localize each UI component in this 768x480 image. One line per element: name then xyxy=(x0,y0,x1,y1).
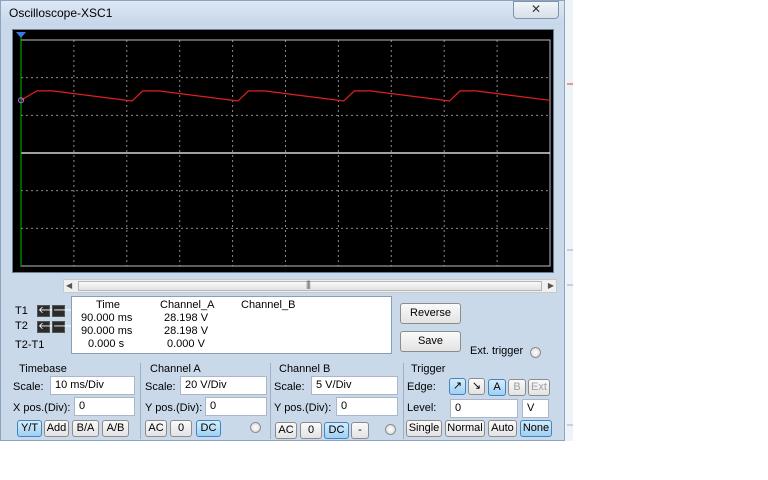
separator xyxy=(403,363,404,439)
arrow-right-icon: 🡒 xyxy=(53,305,80,316)
trigger-falling-edge-button[interactable]: ↘ xyxy=(468,378,485,395)
channel-b-scale-label: Scale: xyxy=(274,381,305,393)
oscilloscope-window: Oscilloscope-XSC1 ✕ ◀ ||| ▶ T1 🡐 🡒 T2 🡐 … xyxy=(0,0,565,441)
mode-ab-button[interactable]: A/B xyxy=(102,420,129,437)
header-channel-b: Channel_B xyxy=(241,299,296,311)
channel-b-invert-button[interactable]: - xyxy=(351,422,369,439)
scroll-thumb[interactable]: ||| xyxy=(78,279,542,291)
falling-edge-icon: ↘ xyxy=(471,380,482,392)
t1-label: T1 xyxy=(15,305,28,317)
trigger-level-value: 0 xyxy=(455,402,462,414)
trigger-source-a-button[interactable]: A xyxy=(488,379,506,396)
scope-plot xyxy=(16,32,551,267)
channel-a-ac-button[interactable]: AC xyxy=(145,420,167,437)
trigger-normal-button[interactable]: Normal xyxy=(445,420,485,437)
t1-time: 90.000 ms xyxy=(81,312,133,324)
t2-time: 90.000 ms xyxy=(81,325,133,337)
title-bar[interactable]: Oscilloscope-XSC1 ✕ xyxy=(1,1,564,25)
channel-a-title: Channel A xyxy=(150,363,201,375)
t1-left-button[interactable]: 🡐 xyxy=(37,305,65,317)
channel-b-scale-value: 5 V/Div xyxy=(316,379,352,391)
trigger-single-button[interactable]: Single xyxy=(406,420,442,437)
channel-a-zero-button[interactable]: 0 xyxy=(170,420,192,437)
trigger-level-unit[interactable]: V xyxy=(522,399,549,418)
channel-a-scale-field[interactable]: 20 V/Div xyxy=(180,376,267,395)
timebase-scale-label: Scale: xyxy=(13,381,44,393)
channel-a-dc-button[interactable]: DC xyxy=(196,420,221,437)
trigger-title: Trigger xyxy=(411,363,446,375)
separator xyxy=(270,363,271,439)
close-button[interactable]: ✕ xyxy=(513,1,559,19)
separator xyxy=(140,363,141,439)
channel-b-title: Channel B xyxy=(279,363,331,375)
channel-b-zero-button[interactable]: 0 xyxy=(300,422,322,439)
measurement-readout: Time Channel_A Channel_B 90.000 ms 28.19… xyxy=(71,296,392,354)
horizontal-scrollbar[interactable]: ◀ ||| ▶ xyxy=(63,279,557,293)
channel-b-ypos-label: Y pos.(Div): xyxy=(274,402,332,414)
save-button[interactable]: Save xyxy=(400,331,461,352)
scroll-left-icon[interactable]: ◀ xyxy=(66,281,73,290)
timebase-title: Timebase xyxy=(19,363,67,375)
trigger-edge-label: Edge: xyxy=(407,381,436,393)
channel-b-dc-button[interactable]: DC xyxy=(324,422,349,439)
trigger-auto-button[interactable]: Auto xyxy=(488,420,517,437)
trigger-none-button[interactable]: None xyxy=(520,420,552,437)
channel-a-position-marker xyxy=(18,97,24,104)
header-channel-a: Channel_A xyxy=(160,299,215,311)
scroll-grip-icon: ||| xyxy=(306,279,311,289)
channel-b-ac-button[interactable]: AC xyxy=(275,422,297,439)
trigger-rising-edge-button[interactable]: ↗ xyxy=(449,378,466,395)
channel-a-ypos-field[interactable]: 0 xyxy=(205,397,267,416)
header-time: Time xyxy=(96,299,121,311)
channel-a-scale-value: 20 V/Div xyxy=(185,379,227,391)
trigger-source-ext-button[interactable]: Ext xyxy=(528,379,550,396)
t2-left-button[interactable]: 🡐 xyxy=(37,321,65,333)
delta-time: 0.000 s xyxy=(88,338,125,350)
channel-b-terminal[interactable] xyxy=(385,424,396,435)
delta-label: T2-T1 xyxy=(15,339,45,351)
channel-a-ypos-value: 0 xyxy=(210,400,217,412)
t2-right-button[interactable]: 🡒 xyxy=(52,321,80,333)
t1-channel-a: 28.198 V xyxy=(164,312,209,324)
close-icon: ✕ xyxy=(530,2,542,16)
cursor-marker-icon xyxy=(16,32,26,38)
t2-channel-a: 28.198 V xyxy=(164,325,209,337)
channel-a-ypos-label: Y pos.(Div): xyxy=(145,402,203,414)
channel-b-ypos-field[interactable]: 0 xyxy=(336,397,398,416)
channel-b-ypos-value: 0 xyxy=(341,400,348,412)
arrow-left-icon: 🡐 xyxy=(38,321,65,332)
scope-screen[interactable] xyxy=(12,29,554,273)
reverse-button[interactable]: Reverse xyxy=(400,303,461,324)
t2-label: T2 xyxy=(15,320,28,332)
rising-edge-icon: ↗ xyxy=(452,380,463,392)
trigger-level-label: Level: xyxy=(407,402,437,414)
arrow-right-icon: 🡒 xyxy=(53,321,80,332)
mode-yt-button[interactable]: Y/T xyxy=(17,420,42,437)
t1-right-button[interactable]: 🡒 xyxy=(52,305,80,317)
arrow-left-icon: 🡐 xyxy=(38,305,65,316)
timebase-xpos-label: X pos.(Div): xyxy=(13,402,71,414)
ext-trigger-terminal[interactable] xyxy=(530,347,541,358)
channel-a-terminal[interactable] xyxy=(250,422,261,433)
mode-ba-button[interactable]: B/A xyxy=(72,420,99,437)
delta-channel-a: 0.000 V xyxy=(167,338,205,350)
timebase-scale-field[interactable]: 10 ms/Div xyxy=(50,376,135,395)
trace-channel-a xyxy=(20,90,551,102)
trigger-level-unit-value: V xyxy=(527,402,535,414)
ext-trigger-label: Ext. trigger xyxy=(470,345,524,357)
channel-b-scale-field[interactable]: 5 V/Div xyxy=(311,376,398,395)
timebase-scale-value: 10 ms/Div xyxy=(55,379,104,391)
mode-add-button[interactable]: Add xyxy=(44,420,69,437)
timebase-xpos-field[interactable]: 0 xyxy=(74,397,135,416)
scroll-right-icon[interactable]: ▶ xyxy=(547,281,554,290)
timebase-xpos-value: 0 xyxy=(79,400,86,412)
trigger-level-field[interactable]: 0 xyxy=(450,399,518,418)
channel-a-scale-label: Scale: xyxy=(145,381,176,393)
trigger-source-b-button[interactable]: B xyxy=(508,379,526,396)
window-title: Oscilloscope-XSC1 xyxy=(9,6,113,20)
